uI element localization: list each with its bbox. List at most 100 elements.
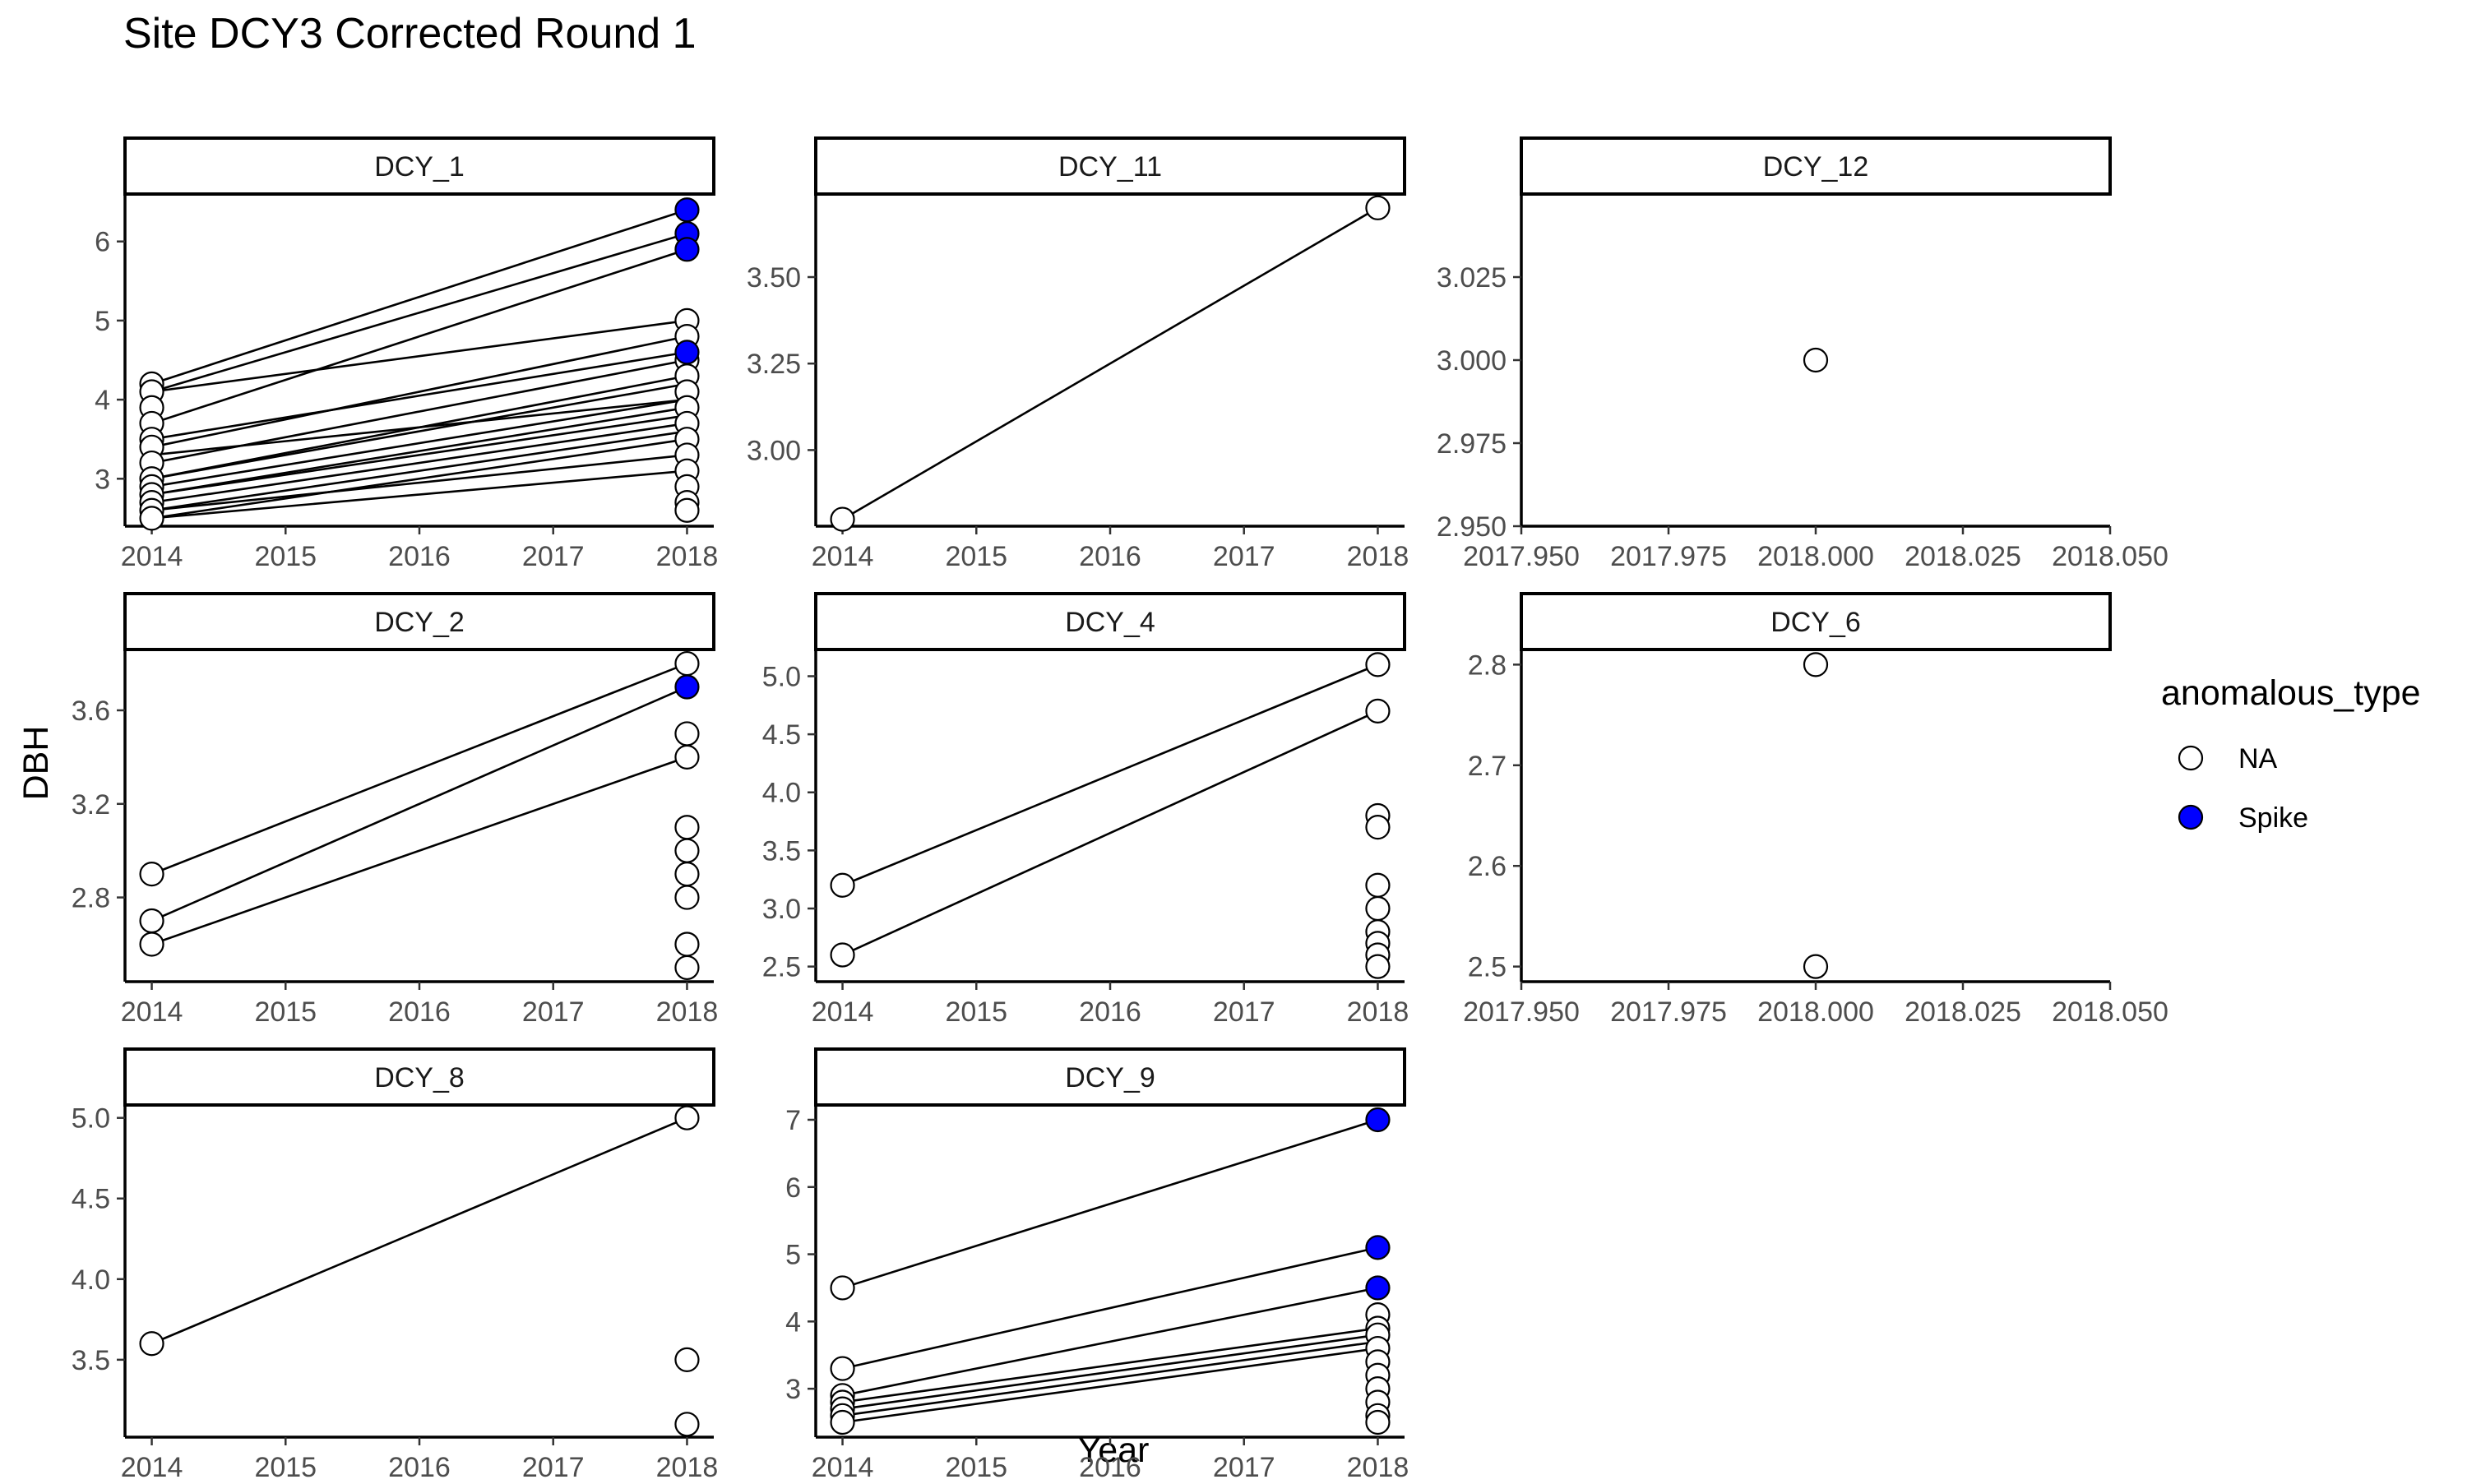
data-point-na: [1803, 652, 1829, 677]
data-point-spike: [1365, 1235, 1391, 1260]
x-tick-label: 2018: [656, 541, 719, 572]
y-tick-label: 4.5: [762, 719, 801, 751]
tree-growth-line: [151, 422, 687, 504]
data-point-na: [830, 1356, 855, 1381]
tree-growth-line: [842, 663, 1378, 886]
x-tick-label: 2016: [1079, 1452, 1141, 1480]
tree-growth-line: [842, 710, 1378, 956]
tree-growth-line: [151, 232, 687, 393]
x-tick-label: 2017: [1213, 1452, 1275, 1480]
data-point-na: [674, 955, 700, 981]
panel-dcy-4: DCY_4 2014 2015 2016 2017 2018 2.5 3.0 3.5 4.0 4.5…: [762, 592, 1409, 1028]
x-tick-label: 2018: [1347, 996, 1409, 1028]
data-point-spike: [674, 237, 700, 262]
tree-growth-line: [151, 454, 687, 512]
facet-strip: [1520, 592, 2112, 651]
x-tick-label: 2018: [656, 996, 719, 1028]
data-point-spike: [674, 340, 700, 365]
x-tick-label: 2018.050: [2052, 996, 2168, 1028]
x-tick-label: 2017.950: [1463, 541, 1580, 572]
x-tick-label: 2015: [945, 996, 1007, 1028]
legend-key-na: [2178, 745, 2204, 771]
data-point-spike: [674, 674, 700, 700]
data-point-na: [1803, 954, 1829, 979]
tree-growth-line: [151, 382, 687, 480]
x-tick-label: 2018.050: [2052, 541, 2168, 572]
tree-growth-line: [151, 351, 687, 441]
tree-growth-line: [151, 430, 687, 512]
facet-strip: [814, 592, 1406, 651]
x-tick-label: 2018: [1347, 541, 1409, 572]
data-point-na: [1365, 872, 1391, 898]
data-point-na: [139, 1331, 164, 1357]
facet-strip-label: DCY_6: [1770, 607, 1861, 638]
data-point-na: [139, 908, 164, 934]
y-tick-label: 5: [95, 306, 110, 337]
data-point-na: [674, 815, 700, 840]
tree-growth-line: [842, 1340, 1378, 1417]
data-point-na: [139, 862, 164, 887]
y-tick-label: 2.8: [1468, 650, 1507, 681]
y-tick-label: 3.50: [747, 262, 801, 294]
y-tick-label: 3.5: [72, 1345, 110, 1376]
panel-dcy-8: DCY_8 2014 2015 2016 2017 2018 3.5 4.0 4.5 5.0: [72, 1047, 718, 1483]
data-point-na: [674, 838, 700, 863]
data-point-na: [1365, 1409, 1391, 1435]
y-tick-label: 4.0: [762, 778, 801, 809]
y-tick-label: 3: [785, 1374, 801, 1405]
data-point-na: [139, 506, 164, 531]
facet-strip-label: DCY_2: [374, 607, 465, 638]
y-tick-label: 3.0: [762, 894, 801, 925]
tree-growth-line: [151, 437, 687, 520]
x-tick-label: 2018.025: [1905, 996, 2021, 1028]
data-point-spike: [674, 197, 700, 223]
y-axis-title: DBH: [16, 726, 56, 801]
data-point-na: [674, 1412, 700, 1437]
tree-growth-line: [842, 1118, 1378, 1289]
data-point-na: [1365, 652, 1391, 677]
y-tick-label: 3.025: [1437, 262, 1507, 294]
x-tick-label: 2017: [1213, 541, 1275, 572]
data-point-na: [1365, 815, 1391, 840]
x-tick-label: 2015: [254, 996, 317, 1028]
x-tick-label: 2018.000: [1757, 541, 1874, 572]
y-tick-label: 5.0: [762, 661, 801, 692]
y-tick-label: 3.000: [1437, 345, 1507, 377]
y-tick-label: 5.0: [72, 1103, 110, 1135]
panel-dcy-2: DCY_2 2014 2015 2016 2017 2018 2.8 3.2 3.6: [72, 592, 719, 1028]
legend: anomalous_type NA Spike: [2161, 673, 2421, 834]
x-tick-label: 2017: [522, 996, 585, 1028]
x-tick-label: 2014: [812, 996, 874, 1028]
y-tick-label: 4: [785, 1306, 801, 1338]
y-tick-label: 2.6: [1468, 851, 1507, 882]
tree-growth-line: [151, 756, 687, 945]
tree-growth-line: [151, 319, 687, 393]
y-tick-label: 5: [785, 1240, 801, 1271]
x-tick-label: 2014: [812, 1452, 874, 1480]
data-point-spike: [1365, 1107, 1391, 1133]
y-tick-label: 3.5: [762, 835, 801, 867]
x-tick-label: 2017.950: [1463, 996, 1580, 1028]
x-tick-label: 2016: [388, 996, 451, 1028]
legend-key-spike: [2178, 804, 2204, 830]
data-point-na: [674, 497, 700, 523]
tree-growth-line: [151, 398, 687, 456]
facet-strip-label: DCY_9: [1065, 1062, 1155, 1093]
data-point-na: [1365, 698, 1391, 724]
y-tick-label: 3.25: [747, 349, 801, 380]
data-point-na: [1365, 195, 1391, 220]
tree-growth-line: [151, 209, 687, 386]
tree-growth-line: [151, 406, 687, 496]
y-tick-label: 2.5: [762, 952, 801, 983]
x-tick-label: 2018.000: [1757, 996, 1874, 1028]
tree-growth-line: [151, 1116, 687, 1345]
x-tick-label: 2015: [254, 1452, 317, 1480]
y-tick-label: 4: [95, 385, 110, 416]
facet-strip-label: DCY_8: [374, 1062, 465, 1093]
facet-strip: [123, 136, 715, 196]
x-tick-label: 2015: [254, 541, 317, 572]
x-tick-label: 2014: [121, 541, 183, 572]
data-point-na: [674, 1105, 700, 1130]
data-point-spike: [1365, 1275, 1391, 1301]
data-point-na: [674, 862, 700, 887]
